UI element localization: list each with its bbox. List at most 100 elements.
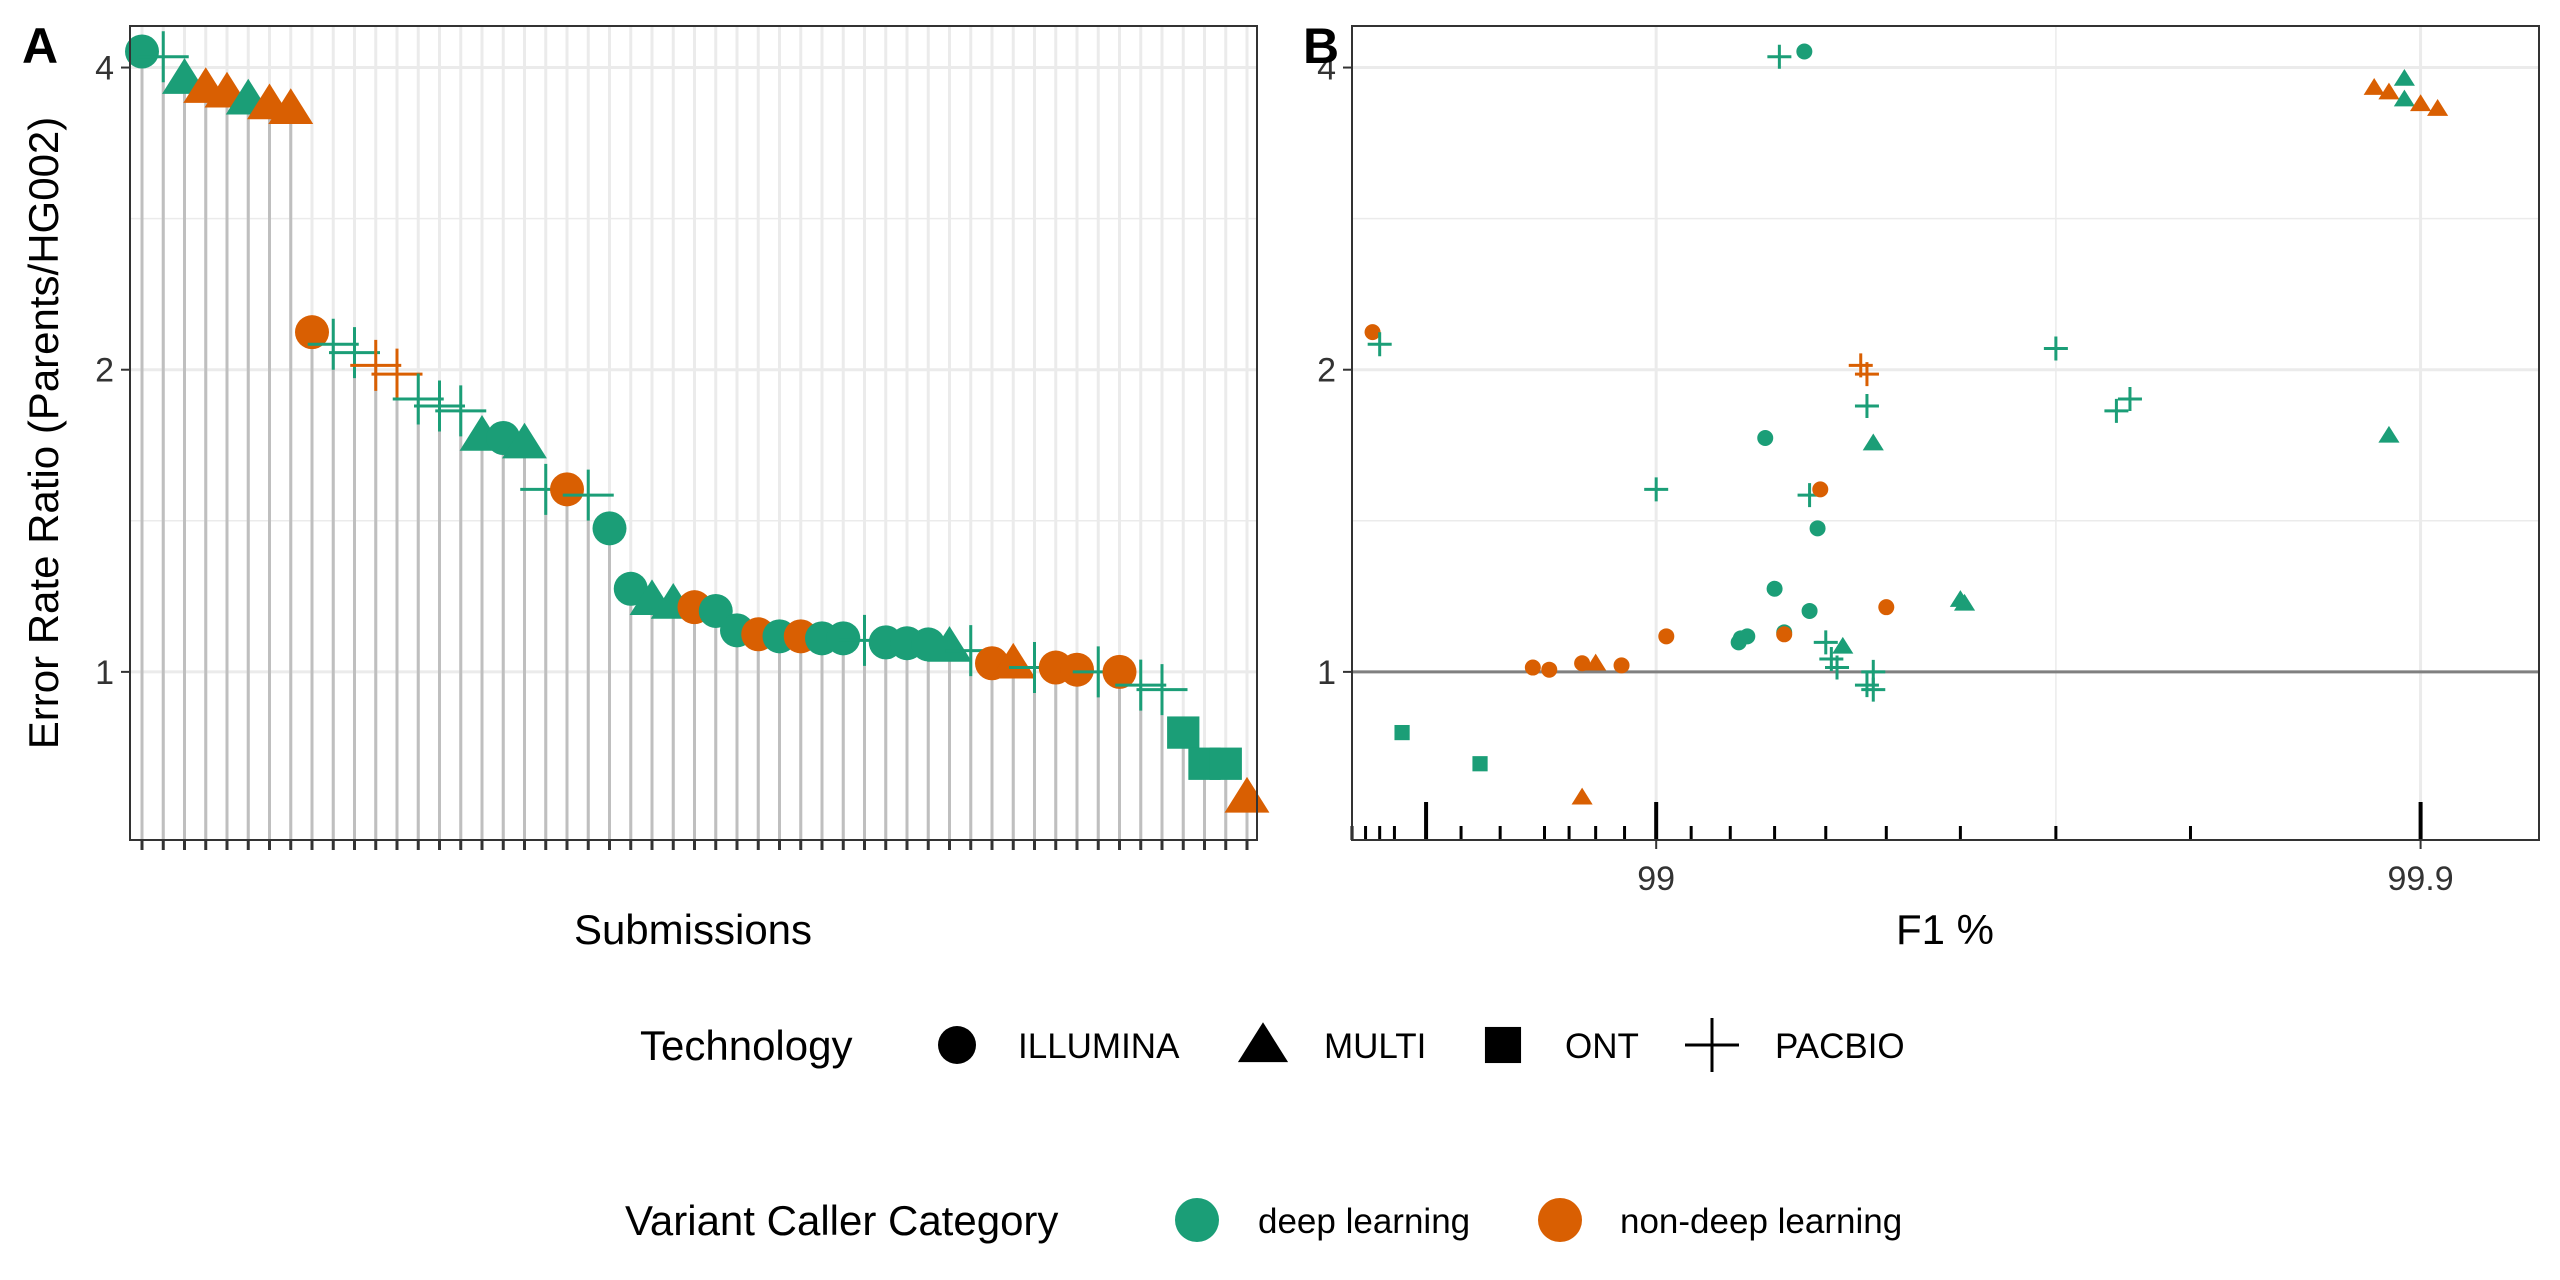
panel-a-y-ticks: 1 2 4 — [95, 50, 130, 692]
category-legend-items: deep learning non-deep learning — [1175, 1198, 1902, 1242]
technology-legend-items: ILLUMINA MULTI ONT PACBIO — [938, 1018, 1905, 1072]
panel-a-point — [927, 626, 972, 662]
panel-b-point — [2363, 78, 2385, 95]
panel-b-background — [1352, 26, 2539, 840]
panel-b-point — [2378, 82, 2400, 100]
panel-b-point — [1878, 599, 1895, 616]
panel-b-point — [1832, 636, 1854, 654]
panel-b-point — [1825, 655, 1850, 680]
panel-a-point — [1115, 659, 1167, 711]
panel-b-point — [2104, 398, 2129, 423]
panel-b-point — [1394, 724, 1410, 741]
category-legend: Variant Caller Category deep learning non… — [625, 1197, 1902, 1244]
panel-a-point — [329, 327, 380, 379]
panel-a-x-axis-title: Submissions — [574, 906, 812, 953]
panel-a-y-axis-title: Error Rate Ratio (Parents/HG002) — [20, 117, 67, 750]
panel-b-point — [1767, 44, 1792, 69]
panel-b-point — [1658, 628, 1675, 645]
panel-b-point — [1364, 324, 1381, 341]
panel-a-x-ticks — [140, 840, 1249, 850]
panel-a-point — [1167, 716, 1200, 749]
panel-a-point — [307, 318, 359, 370]
panel-b-point — [1854, 362, 1879, 387]
panel-a-point — [1060, 652, 1094, 687]
panel-b-point — [1813, 630, 1838, 655]
technology-legend-label: PACBIO — [1775, 1027, 1905, 1066]
panel-b-point — [1854, 394, 1879, 419]
panel-a-point — [613, 571, 648, 606]
panel-b-point — [1812, 481, 1829, 498]
panel-a-point — [502, 422, 547, 459]
technology-legend-label: MULTI — [1324, 1027, 1426, 1066]
panel-b-point — [1776, 626, 1793, 643]
panel-b-point — [1796, 43, 1813, 60]
panel-b-x-ticks: 99 99.9 — [1637, 840, 2454, 898]
panel-b-point — [2393, 68, 2415, 86]
panel-a-point — [350, 339, 402, 391]
panel-b-point — [1524, 659, 1541, 676]
panel-a-point — [1102, 654, 1137, 689]
panel-b-point — [2393, 89, 2415, 107]
panel-b-point — [1801, 602, 1818, 619]
panel-a-point — [295, 315, 329, 350]
panel-b-point — [1809, 520, 1826, 537]
panel-b-point — [2427, 99, 2449, 116]
category-legend-key — [1175, 1198, 1219, 1242]
panel-a-y-tick-label: 4 — [95, 50, 114, 88]
panel-b-point — [2043, 336, 2068, 361]
panel-b-point — [1644, 477, 1669, 502]
technology-legend-key — [938, 1026, 976, 1064]
panel-b-point — [2117, 387, 2142, 412]
panel-a-point — [550, 472, 584, 507]
panel-a-y-tick-label: 2 — [95, 352, 114, 390]
category-legend-label: non-deep learning — [1620, 1202, 1902, 1241]
panel-a-point — [592, 511, 627, 546]
panel-b-tag: B — [1303, 18, 1339, 74]
panel-a-point — [414, 380, 465, 432]
panel-a-point — [268, 88, 314, 124]
panel-b-point — [1574, 655, 1591, 672]
panel-b-point — [1613, 657, 1630, 674]
panel-b: 99 99.9 1 2 4 B F1 % — [1303, 18, 2540, 953]
panel-b-point — [1472, 756, 1488, 772]
panel-b-x-tick-label: 99.9 — [2387, 860, 2453, 898]
category-legend-label: deep learning — [1258, 1202, 1470, 1241]
panel-b-rug — [1350, 802, 2423, 840]
panel-a-point — [562, 469, 614, 521]
technology-legend-label: ILLUMINA — [1018, 1027, 1180, 1066]
panel-b-point — [2378, 425, 2400, 443]
panel-a-y-tick-label: 1 — [95, 654, 114, 692]
category-legend-title: Variant Caller Category — [625, 1197, 1058, 1244]
panel-a-point — [125, 34, 159, 69]
panel-a-point — [826, 621, 861, 656]
panel-b-point — [1585, 653, 1607, 671]
category-legend-key — [1538, 1198, 1582, 1242]
technology-legend-key — [1685, 1018, 1739, 1072]
technology-legend-key — [1484, 1026, 1522, 1064]
panel-b-y-ticks: 1 2 4 — [1317, 50, 1352, 692]
panel-a-point — [371, 348, 423, 400]
technology-legend-label: ONT — [1565, 1027, 1639, 1066]
panel-a-point — [137, 31, 189, 83]
panel-b-point — [1862, 433, 1884, 451]
panel-b-point — [1757, 430, 1774, 447]
panel-a-tag: A — [22, 18, 58, 74]
technology-legend: Technology ILLUMINA MULTI ONT PACBIO — [640, 1018, 1905, 1072]
panel-a-point — [1136, 664, 1188, 716]
panel-b-point — [1766, 580, 1783, 597]
panel-b-point — [1854, 673, 1879, 698]
panel-b-x-tick-label: 99 — [1637, 860, 1675, 898]
panel-b-point — [1541, 661, 1558, 678]
panel-b-gridlines — [1352, 26, 2539, 840]
panel-b-point — [1367, 332, 1392, 357]
panel-a-point — [1209, 747, 1242, 780]
panel-a-points — [125, 31, 1270, 813]
panel-a-point — [435, 385, 487, 437]
panel-b-point — [1571, 787, 1593, 805]
panel-b-point — [1739, 628, 1756, 645]
panel-b-points — [1364, 43, 2449, 805]
panel-b-point — [1953, 593, 1976, 611]
panel-b-y-tick-label: 4 — [1317, 50, 1336, 88]
panel-b-x-axis-title: F1 % — [1896, 906, 1994, 953]
